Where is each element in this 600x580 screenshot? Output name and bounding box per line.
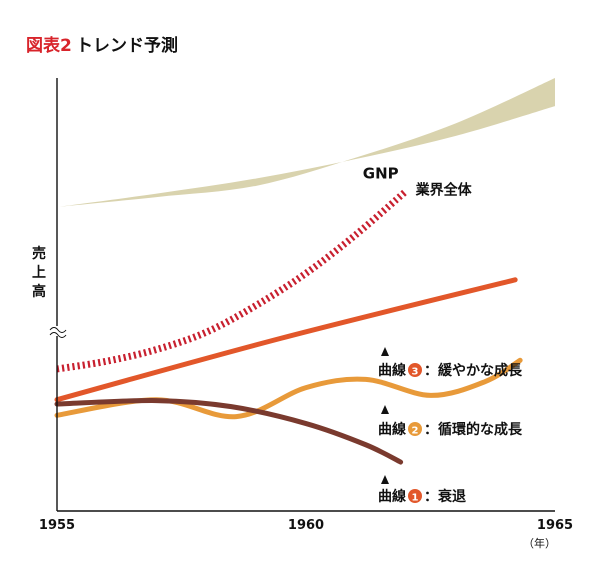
industry-total-label: 業界全体: [415, 181, 473, 198]
curve-2-text: ：循環的な成長: [424, 421, 523, 438]
series-line-curve-1-decline: [54, 398, 404, 465]
curve-1-pointer-icon: [381, 475, 389, 484]
curve-1-text: ：衰退: [424, 488, 466, 505]
curve-3-number: 3: [412, 367, 419, 378]
curve-1-prefix: 曲線: [378, 488, 406, 505]
series-line-industry-total: [56, 188, 408, 373]
x-axis-unit: （年）: [523, 536, 556, 550]
curve-1-annotation: 曲線 1 ：衰退: [378, 475, 466, 505]
curve-3-annotation: 曲線 3 ：緩やかな成長: [378, 347, 523, 379]
curve-2-annotation: 曲線 2 ：循環的な成長: [378, 405, 523, 438]
curve-2-number-badge: [408, 422, 422, 436]
curve-2-prefix: 曲線: [378, 421, 406, 438]
curve-3-text: ：緩やかな成長: [424, 362, 523, 379]
axis-break-icon: [48, 326, 67, 338]
x-tick-label-1955: 1955: [39, 518, 75, 533]
curve-2-pointer-icon: [381, 405, 389, 414]
curve-3-number-badge: [408, 363, 422, 377]
curve-3-prefix: 曲線: [378, 362, 406, 379]
y-axis-label: 売 上 高: [32, 245, 51, 300]
curve-1-number: 1: [412, 493, 419, 504]
curve-1-number-badge: [408, 489, 422, 503]
series-line-curve-3-gradual-growth: [54, 277, 518, 403]
x-tick-label-1960: 1960: [288, 518, 324, 533]
figure-title: トレンド予測: [76, 35, 178, 56]
curve-2-number: 2: [412, 426, 419, 437]
figure-number: 図表2: [26, 35, 72, 56]
gnp-label: GNP: [363, 164, 399, 182]
curve-3-pointer-icon: [381, 347, 389, 356]
gnp-band: [57, 78, 555, 208]
x-tick-label-1965: 1965: [537, 518, 573, 533]
